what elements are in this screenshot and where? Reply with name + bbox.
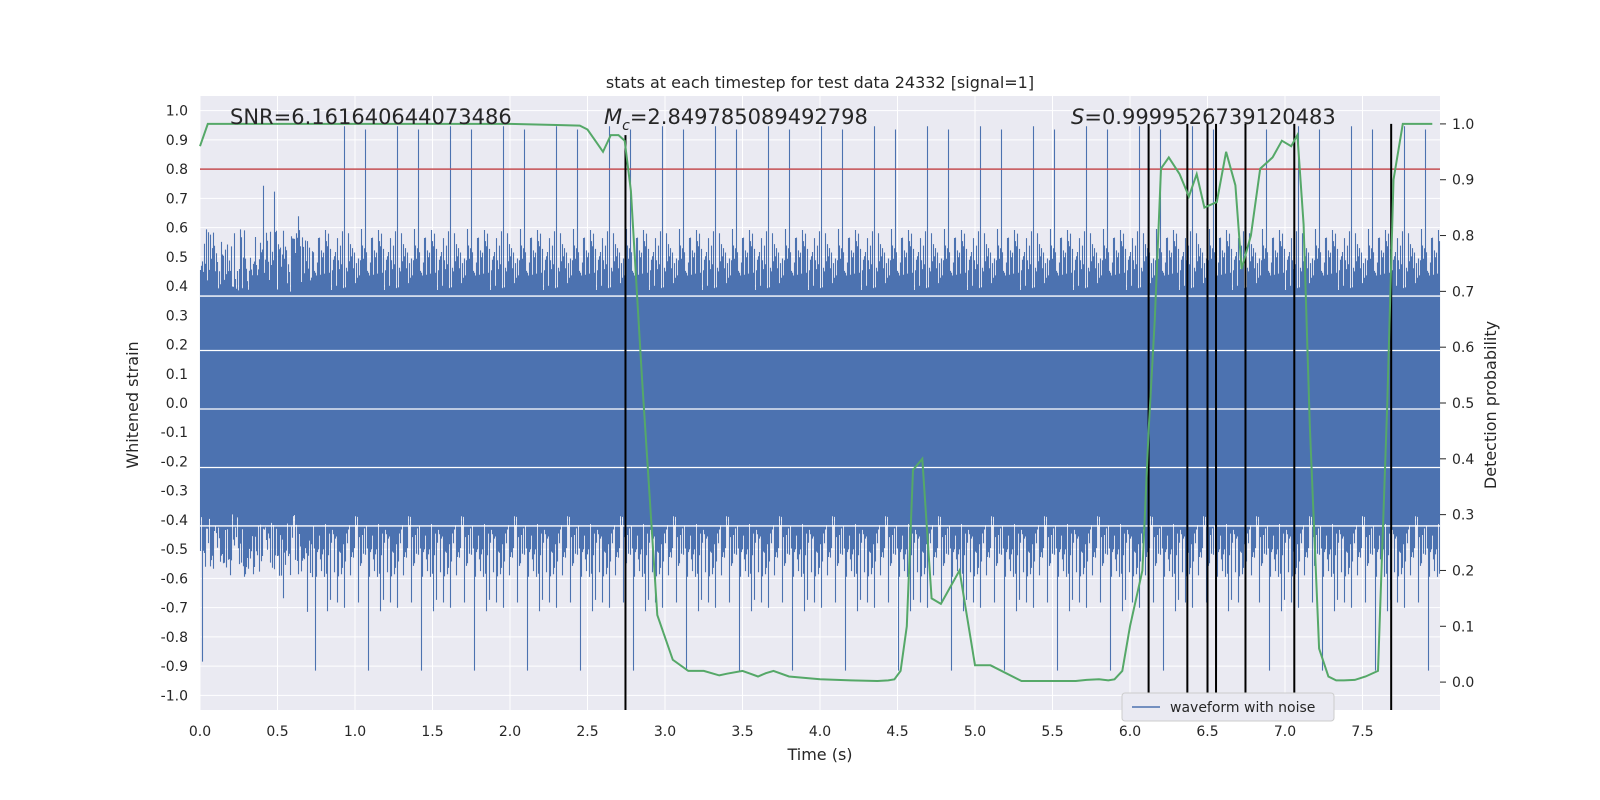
- snr-annotation: SNR=6.161640644073486: [230, 105, 512, 129]
- y-tick-label: 0.6: [166, 221, 188, 237]
- chart-title: stats at each timestep for test data 243…: [606, 73, 1034, 92]
- x-axis-label: Time (s): [786, 745, 852, 764]
- event-lines: [624, 123, 1393, 710]
- x-tick-label: 4.0: [809, 724, 831, 740]
- x-tick-label: 3.0: [654, 724, 676, 740]
- y-tick-label: -0.8: [161, 630, 188, 646]
- y-tick-label: 1.0: [166, 104, 188, 120]
- significance-value: =0.9999526739120483: [1084, 105, 1335, 129]
- y-tick-label: -0.9: [161, 659, 188, 675]
- chirp-mass-value: =2.849785089492798: [630, 105, 868, 129]
- y-tick-label: 0.3: [166, 308, 188, 324]
- y-right-tick-label: 1.0: [1452, 117, 1474, 133]
- x-tick-label: 0.0: [189, 724, 211, 740]
- x-tick-label: 7.5: [1351, 724, 1373, 740]
- y-tick-label: -0.6: [161, 571, 188, 587]
- y-axis-label: Whitened strain: [123, 341, 142, 468]
- x-tick-label: 1.0: [344, 724, 366, 740]
- y-tick-label: -0.5: [161, 542, 188, 558]
- y-right-tick-label: 0.8: [1452, 229, 1474, 245]
- x-tick-label: 1.5: [421, 724, 443, 740]
- y-tick-label: -0.7: [161, 601, 188, 617]
- x-tick-label: 5.0: [964, 724, 986, 740]
- x-tick-label: 0.5: [266, 724, 288, 740]
- y-right-tick-label: 0.7: [1452, 284, 1474, 300]
- y-tick-label: 0.5: [166, 250, 188, 266]
- chirp-mass-symbol: M: [604, 105, 622, 129]
- y-right-tick-label: 0.1: [1452, 619, 1474, 635]
- y-right-tick-label: 0.2: [1452, 563, 1474, 579]
- y-tick-label: -0.4: [161, 513, 188, 529]
- y-tick-label: 0.9: [166, 133, 188, 149]
- y-tick-label: 0.2: [166, 338, 188, 354]
- y-tick-label: 0.1: [166, 367, 188, 383]
- y-right-tick-label: 0.9: [1452, 173, 1474, 189]
- x-tick-label: 4.5: [886, 724, 908, 740]
- y-tick-label: -0.1: [161, 425, 188, 441]
- y-right-axis-label: Detection probability: [1481, 321, 1500, 489]
- y-tick-label: 0.8: [166, 162, 188, 178]
- x-tick-labels: 0.0 0.5 1.0 1.5 2.0 2.5 3.0 3.5 4.0 4.5 5.0 5.5 6.0 6…: [189, 724, 1374, 740]
- x-tick-label: 2.0: [499, 724, 521, 740]
- y-tick-label: -0.2: [161, 454, 188, 470]
- y-tick-label: 0.4: [166, 279, 188, 295]
- y-right-tick-label: 0.6: [1452, 340, 1474, 356]
- chirp-mass-subscript: c: [622, 118, 630, 134]
- legend: waveform with noise: [1121, 692, 1335, 722]
- y-tick-label: 0.7: [166, 191, 188, 207]
- detection-probability-line: [199, 122, 1433, 683]
- y-right-tick-label: 0.4: [1452, 452, 1474, 468]
- y-tick-labels: 1.0 0.9 0.8 0.7 0.6 0.5 0.4 0.3 0.2 0.1 0.0 -0.1 -0.…: [161, 104, 188, 705]
- significance-annotation: S=0.9999526739120483: [1071, 105, 1336, 129]
- x-tick-label: 3.5: [731, 724, 753, 740]
- x-tick-label: 6.0: [1119, 724, 1141, 740]
- chirp-mass-annotation: Mc=2.849785089492798: [604, 105, 868, 134]
- y-right-tick-label: 0.5: [1452, 396, 1474, 412]
- y-tick-label: -0.3: [161, 484, 188, 500]
- significance-symbol: S: [1071, 105, 1084, 129]
- x-tick-label: 7.0: [1274, 724, 1296, 740]
- y-right-tick-labels: 1.0 0.9 0.8 0.7 0.6 0.5 0.4 0.3 0.2 0.1 0.0: [1440, 117, 1474, 691]
- detection-probability-series: [199, 122, 1433, 683]
- y-right-tick-label: 0.0: [1452, 675, 1474, 691]
- waveform-line: [199, 126, 1441, 671]
- y-right-tick-label: 0.3: [1452, 508, 1474, 524]
- x-tick-label: 6.5: [1196, 724, 1218, 740]
- legend-box: [1121, 692, 1335, 722]
- waveform-series: [199, 126, 1441, 671]
- y-tick-label: -1.0: [161, 688, 188, 704]
- x-tick-label: 5.5: [1041, 724, 1063, 740]
- y-tick-label: 0.0: [166, 396, 188, 412]
- x-tick-label: 2.5: [576, 724, 598, 740]
- legend-label: waveform with noise: [1170, 700, 1315, 716]
